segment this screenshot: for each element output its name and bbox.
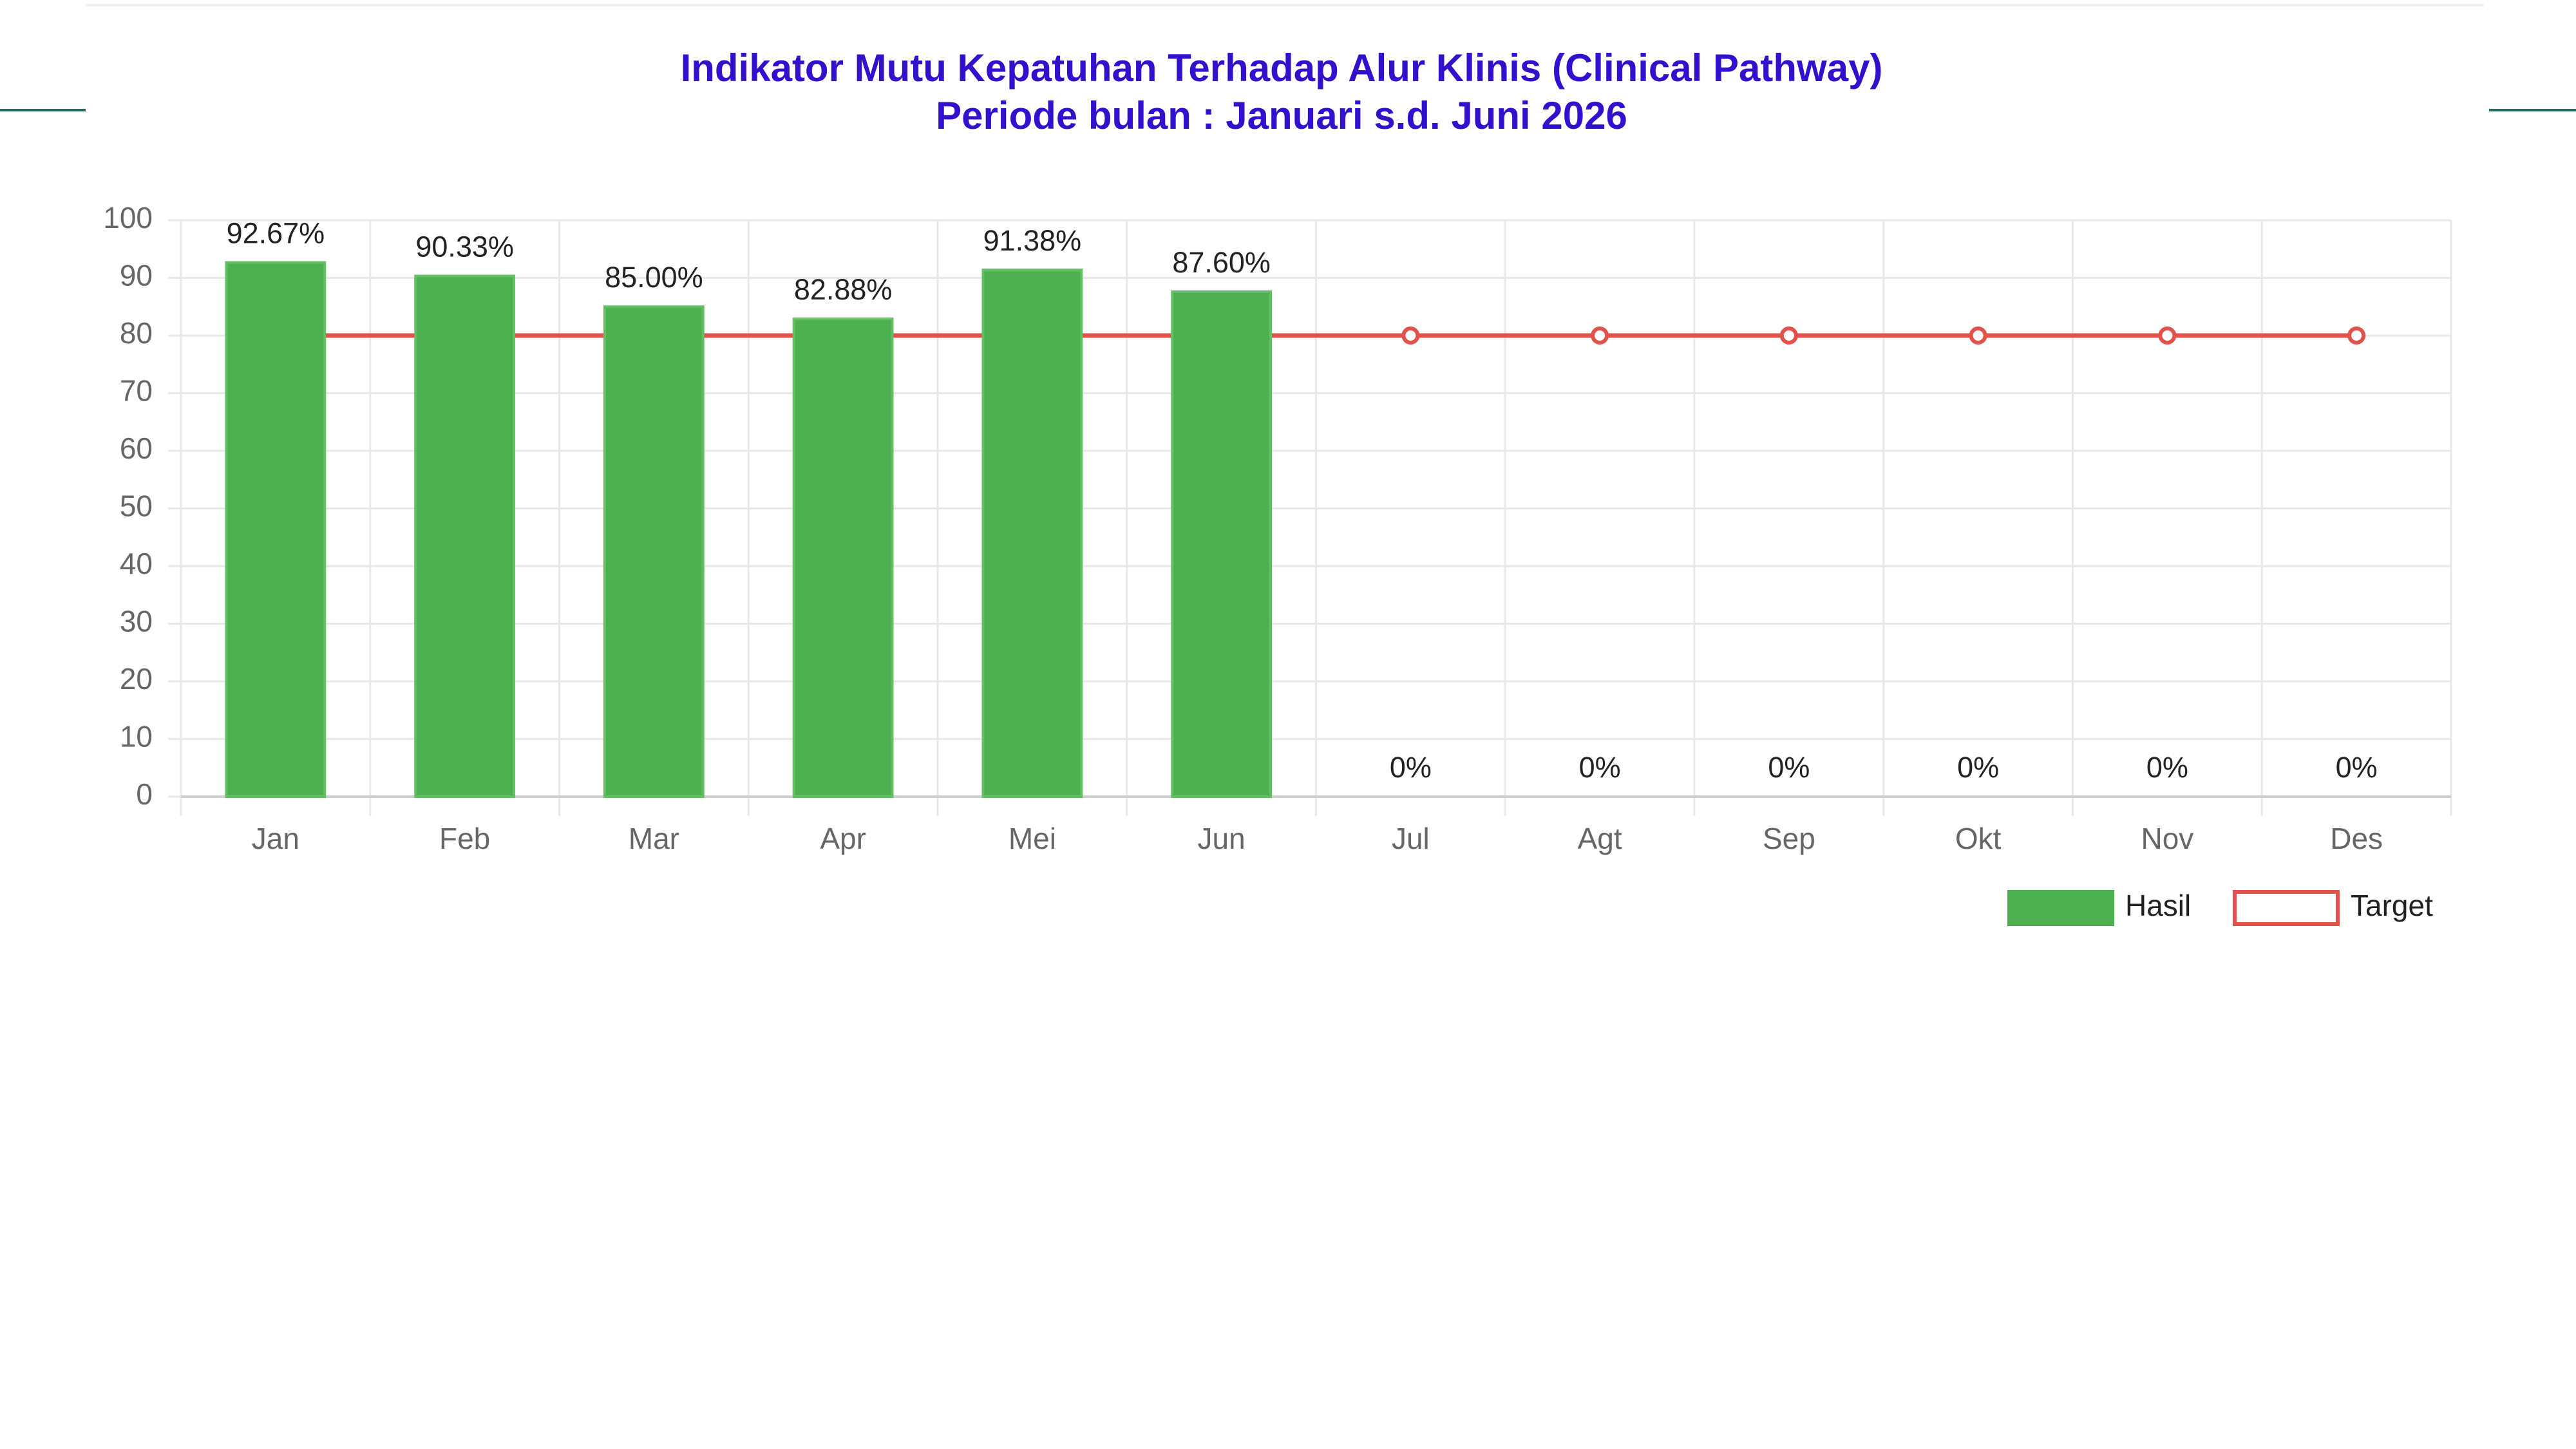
bar (981, 269, 1083, 798)
y-tick-label: 60 (120, 431, 153, 465)
y-tick-label: 70 (120, 374, 153, 408)
target-point (1969, 327, 1987, 345)
value-label: 82.88% (794, 273, 893, 306)
target-point (2158, 327, 2177, 345)
x-tick-label: Okt (1955, 822, 2002, 855)
x-tick-label: Nov (2141, 822, 2193, 855)
x-tick-label: Feb (439, 822, 490, 855)
value-label: 0% (2146, 751, 2188, 784)
y-tick-label: 40 (120, 547, 153, 580)
value-label: 92.67% (227, 216, 325, 249)
legend-label: Target (2351, 889, 2433, 922)
y-tick-label: 20 (120, 662, 153, 696)
legend-label: Hasil (2125, 889, 2191, 922)
value-label: 85.00% (605, 261, 703, 294)
legend-swatch (2233, 890, 2340, 926)
target-point (1779, 327, 1798, 345)
bar (414, 274, 515, 798)
y-tick-label: 100 (103, 201, 153, 234)
x-tick-label: Jul (1392, 822, 1430, 855)
value-label: 0% (1390, 751, 1432, 784)
bar (603, 305, 705, 798)
y-tick-label: 80 (120, 316, 153, 350)
target-point (2347, 327, 2366, 345)
x-tick-label: Mar (629, 822, 679, 855)
target-point (1591, 327, 1609, 345)
bar (225, 261, 327, 798)
x-tick-label: Agt (1578, 822, 1622, 855)
x-tick-label: Sep (1763, 822, 1815, 855)
x-tick-label: Des (2330, 822, 2383, 855)
bar (1171, 290, 1272, 799)
value-label: 0% (2336, 751, 2378, 784)
y-tick-label: 50 (120, 489, 153, 523)
chart-subtitle: Periode bulan : Januari s.d. Juni 2026 (936, 94, 1627, 137)
value-label: 91.38% (983, 224, 1082, 257)
value-label: 0% (1579, 751, 1621, 784)
legend-swatch (2007, 890, 2114, 926)
bar (792, 317, 894, 798)
x-tick-label: Jan (252, 822, 299, 855)
y-tick-label: 90 (120, 259, 153, 292)
y-tick-label: 10 (120, 720, 153, 753)
x-tick-label: Mei (1009, 822, 1056, 855)
y-tick-label: 30 (120, 605, 153, 638)
value-label: 0% (1957, 751, 1999, 784)
target-point (1401, 327, 1420, 345)
value-label: 87.60% (1172, 246, 1271, 279)
x-tick-label: Jun (1198, 822, 1245, 855)
value-label: 0% (1768, 751, 1810, 784)
x-tick-label: Apr (820, 822, 866, 855)
chart-title: Indikator Mutu Kepatuhan Terhadap Alur K… (681, 46, 1883, 90)
y-tick-label: 0 (136, 777, 153, 811)
value-label: 90.33% (415, 230, 514, 263)
